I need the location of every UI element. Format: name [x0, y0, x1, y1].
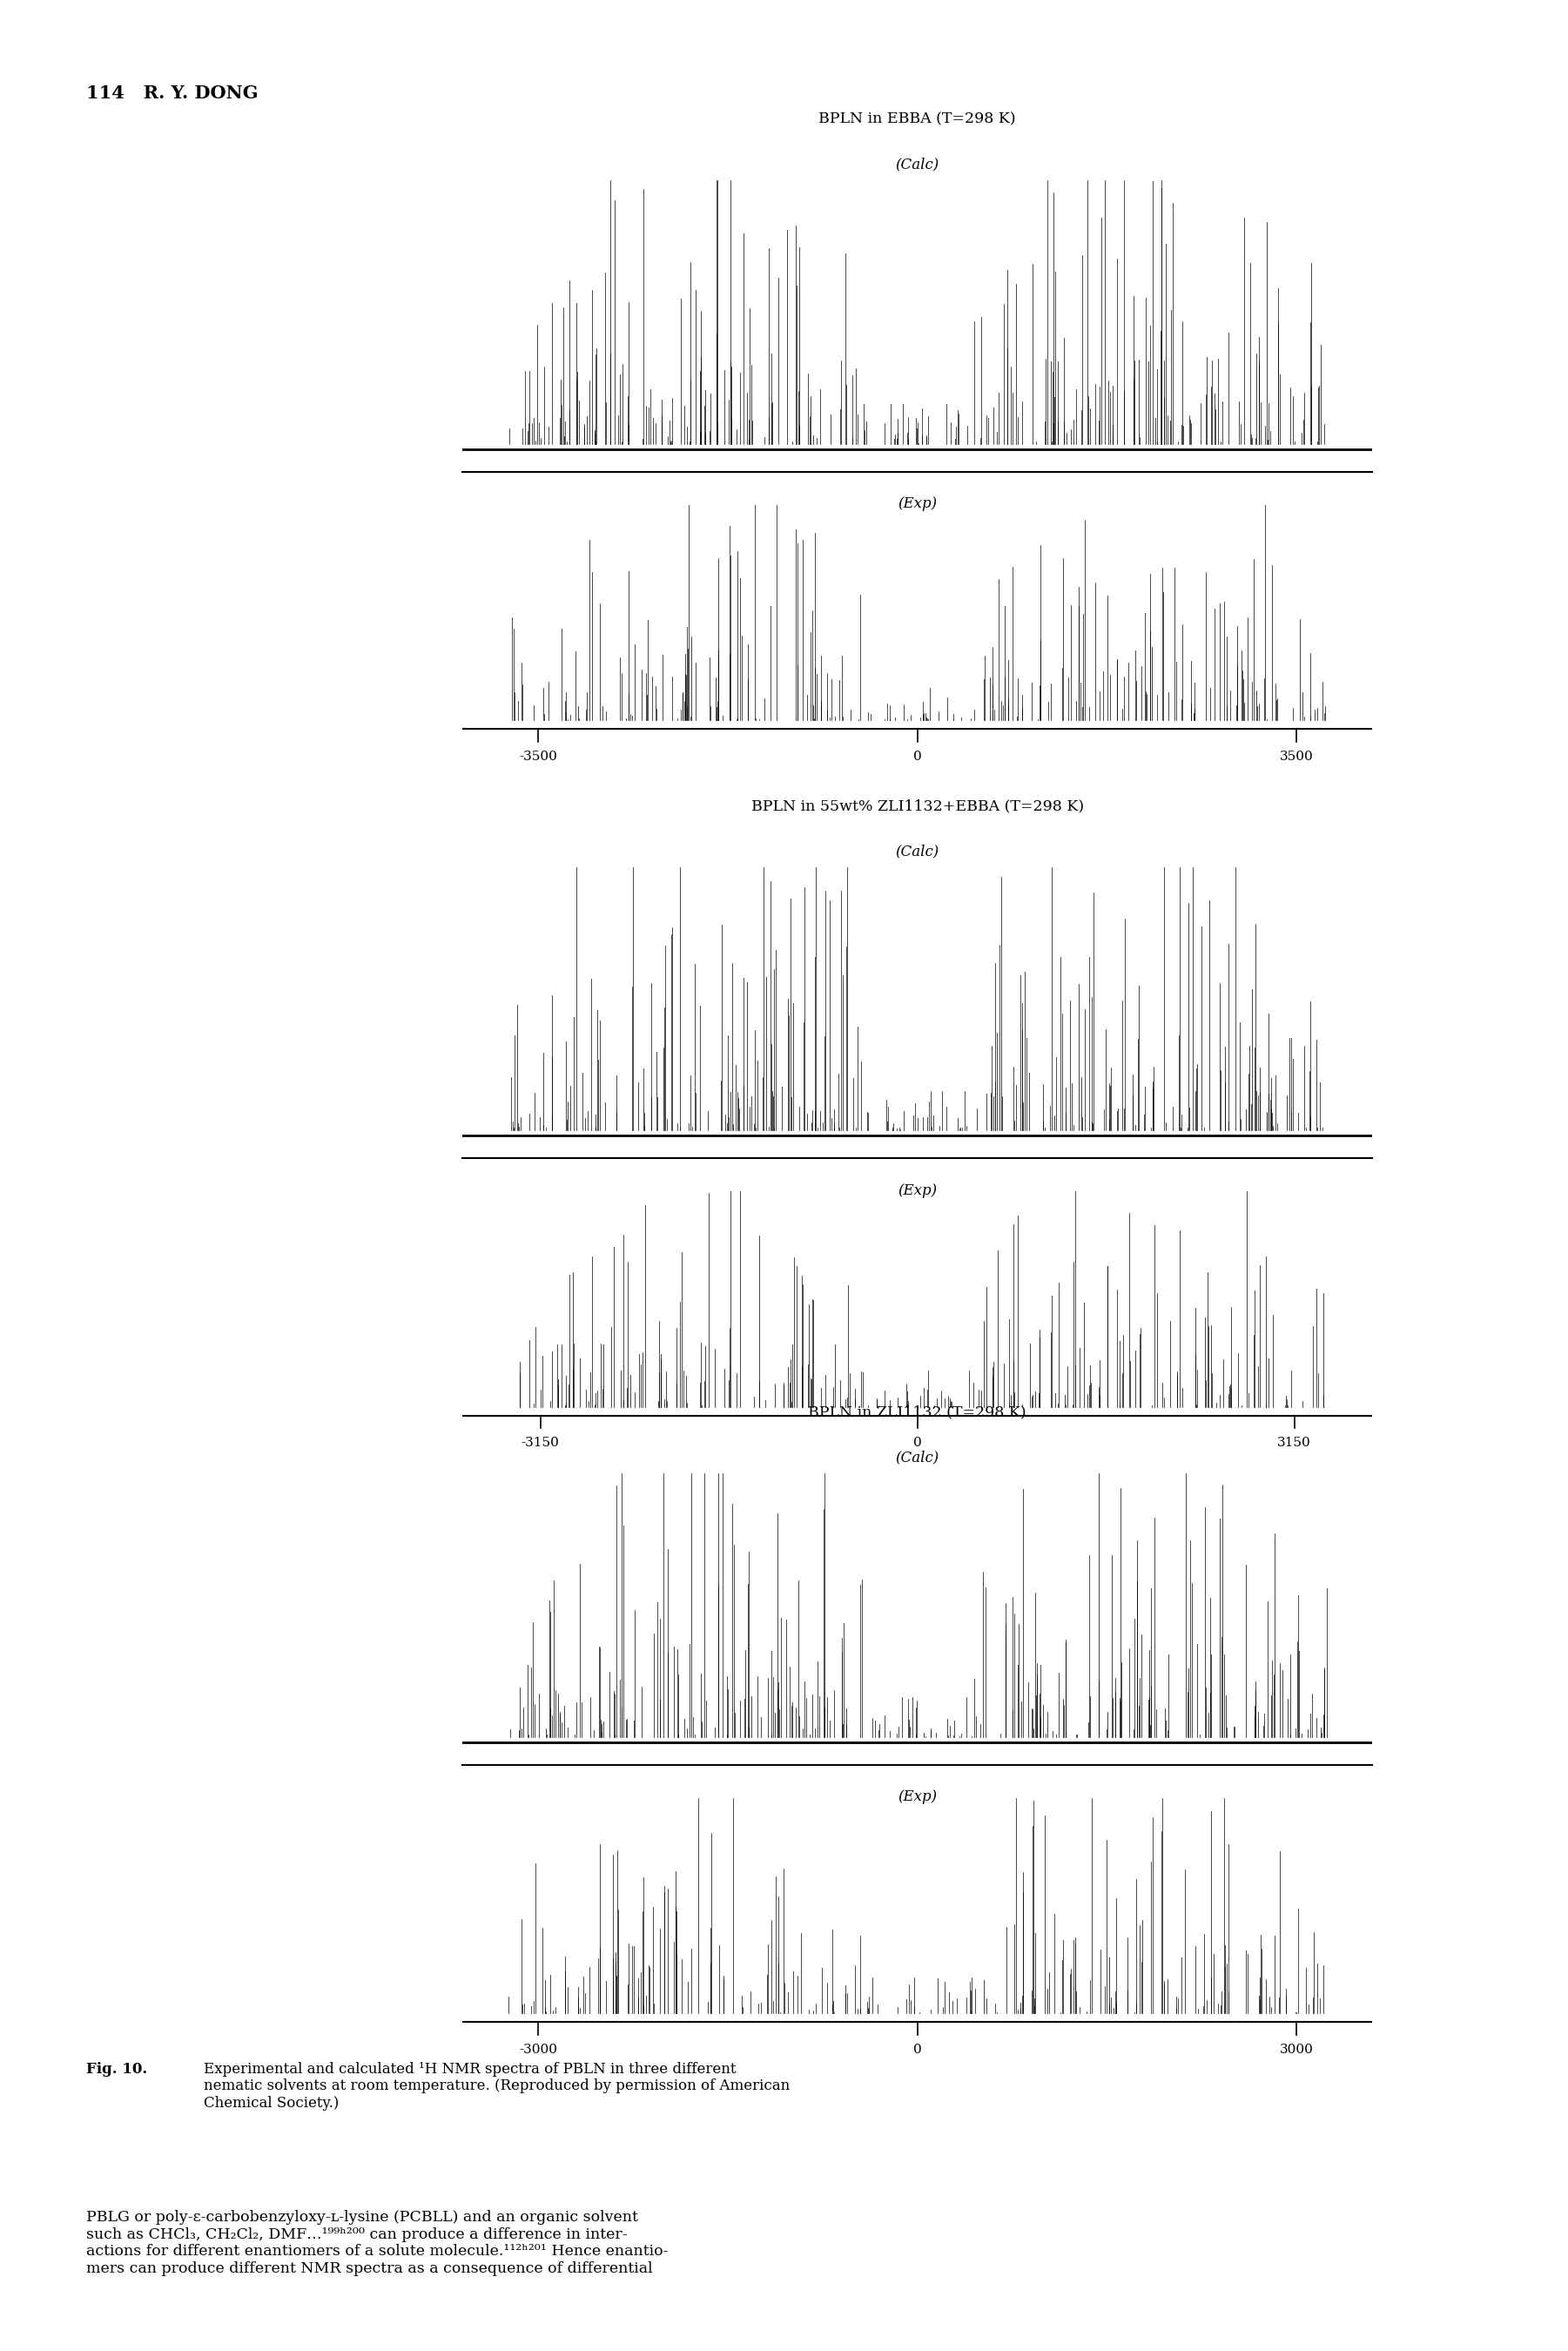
Text: Fig. 10.: Fig. 10.: [86, 2062, 147, 2076]
Text: 3150: 3150: [1278, 1436, 1311, 1448]
Text: -3000: -3000: [519, 2043, 558, 2055]
Text: -3500: -3500: [519, 750, 558, 762]
Text: 0: 0: [913, 2043, 922, 2055]
Text: -3150: -3150: [521, 1436, 560, 1448]
Text: (Calc): (Calc): [895, 1451, 939, 1465]
Text: 3000: 3000: [1279, 2043, 1312, 2055]
Text: PBLG or poly-ε-carbobenzyloxy-ʟ-lysine (PCBLL) and an organic solvent
such as CH: PBLG or poly-ε-carbobenzyloxy-ʟ-lysine (…: [86, 2210, 668, 2276]
Text: BPLN in EBBA (T=298 K): BPLN in EBBA (T=298 K): [818, 113, 1016, 127]
Text: (Exp): (Exp): [897, 496, 938, 510]
Text: BPLN in 55wt% ZLI1132+EBBA (T=298 K): BPLN in 55wt% ZLI1132+EBBA (T=298 K): [751, 799, 1083, 813]
Text: (Calc): (Calc): [895, 158, 939, 172]
Text: BPLN in ZLI1132 (T=298 K): BPLN in ZLI1132 (T=298 K): [808, 1406, 1027, 1420]
Text: (Calc): (Calc): [895, 844, 939, 858]
Text: Experimental and calculated ¹H NMR spectra of PBLN in three different
nematic so: Experimental and calculated ¹H NMR spect…: [204, 2062, 790, 2111]
Text: (Exp): (Exp): [897, 1789, 938, 1803]
Text: 114   R. Y. DONG: 114 R. Y. DONG: [86, 85, 259, 101]
Text: 3500: 3500: [1279, 750, 1312, 762]
Text: 0: 0: [913, 1436, 922, 1448]
Text: 0: 0: [913, 750, 922, 762]
Text: (Exp): (Exp): [897, 1183, 938, 1197]
